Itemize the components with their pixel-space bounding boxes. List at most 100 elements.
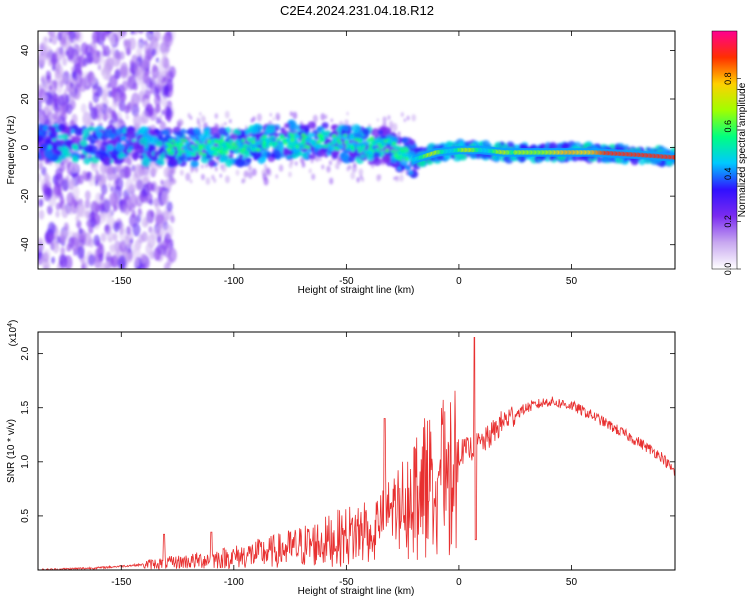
spectrogram-cell [100,232,107,243]
spectrogram-cell [248,171,253,179]
spectrogram-cell [38,209,45,220]
spectrogram-cell [43,172,49,182]
spectrogram-cell [119,102,124,109]
spectrogram-cell [88,157,93,162]
spectrogram-cell [392,123,398,132]
spectrogram-cell [264,144,270,149]
spectrogram-cell [251,147,257,151]
spectrogram-cell [151,48,156,57]
spectrogram-cell [67,178,75,190]
spectrogram-cell [319,137,325,142]
y-tick-label: 40 [20,44,31,56]
spectrogram-cell [286,154,291,159]
spectrogram-cell [160,179,164,186]
spectrogram-ridge-cell [672,154,675,160]
x-tick-label: 50 [566,577,578,588]
spectrogram-cell [328,160,333,166]
spectrogram-cell [405,153,410,158]
spectrogram-cell [154,94,162,107]
spectrogram-cell [237,141,242,146]
spectrogram-cell [350,171,356,180]
spectrogram-cell [177,152,182,156]
spectrogram-cell [47,221,56,236]
spectrogram-cell [137,208,142,215]
colorbar: 0.0 0.2 0.4 0.6 0.8 Normalized spectral ampl… [711,30,748,275]
spectrogram-cell [97,64,102,71]
spectrogram-cell [144,50,152,62]
spectrogram-cell [58,105,66,117]
spectrogram-cell [153,247,162,261]
spectrogram-cell [149,88,154,95]
spectrogram-cell [234,144,239,149]
spectrogram-cell [87,70,94,82]
spectrogram-cell [71,66,75,73]
x-tick-label: -100 [224,577,244,588]
spectrogram-cell [107,182,112,189]
spectrogram-panel: -150 -100 -50 0 50 -40 -20 0 20 40 Height of str… [6,30,676,296]
spectrogram-cell [279,145,285,149]
spectrogram-cell [366,138,371,143]
spectrogram-cell [89,107,98,121]
spectrogram-cell [96,38,101,44]
spectrogram-cell [125,178,134,193]
spectrogram-cell [103,45,111,57]
spectrogram-cell [57,134,63,140]
spectrogram-cell [395,150,400,154]
y-tick-label: 1.5 [20,400,31,414]
spectrogram-cell [395,176,398,180]
spectrogram-cell [353,162,357,168]
spectrogram-cell [291,153,298,159]
spectrogram-cell [310,158,314,164]
x-tick-label: -100 [224,276,244,287]
colorbar-tick-label: 0.6 [723,120,733,133]
spectrogram-cell [408,156,413,161]
spectrogram-cell [256,113,262,122]
spectrogram-cell [141,158,151,167]
spectrogram-cell [494,141,502,149]
spectrogram-cell [53,51,58,59]
spectrogram-cell [214,166,218,172]
spectrogram-cell [162,129,171,136]
spectrogram-cell [244,150,250,154]
spectrogram-cell [55,202,61,211]
spectrogram-cell [115,143,125,152]
spectrogram-cell [382,126,392,136]
spectrogram-cell [404,157,410,161]
spectrogram-cell [400,165,406,171]
spectrogram-cell [54,172,64,188]
spectrogram-cell [123,166,132,179]
spectrogram-cell [146,69,151,77]
spectrogram-cell [358,168,364,176]
spectrogram-cell [137,31,144,34]
spectrogram-cell [99,243,104,250]
spectrogram-cell [129,238,134,244]
spectrogram-cell [78,174,84,185]
spectrogram-cell [207,139,212,144]
spectrogram-cell [131,244,137,254]
spectrogram-cell [153,31,161,42]
spectrogram-cell [41,73,46,81]
spectrogram-cell [166,106,173,118]
spectrogram-cell [113,205,118,212]
spectrogram-cell [161,109,165,116]
spectrogram-cell [278,164,284,172]
spectrogram-cell [89,138,96,145]
spectrogram-cell [111,154,119,161]
spectrogram-cell [127,148,132,153]
spectrogram-cell [408,170,414,175]
spectrogram-cell [321,164,325,170]
spectrogram-cell [100,31,106,42]
spectrogram-cell [225,144,231,149]
spectrogram-cell [101,211,107,222]
spectrogram-cell [48,232,54,241]
spectrogram-cell [46,205,53,215]
spectrogram-cell [153,150,161,157]
spectrogram-cell [118,198,123,206]
spectrogram-cell [131,54,138,65]
spectrogram-cell [250,125,259,134]
spectrogram-cell [337,144,342,149]
spectrogram-cell [397,155,402,159]
spectrogram-cell [178,155,185,162]
snr-series-line [38,337,675,570]
spectrogram-cell [52,241,60,254]
